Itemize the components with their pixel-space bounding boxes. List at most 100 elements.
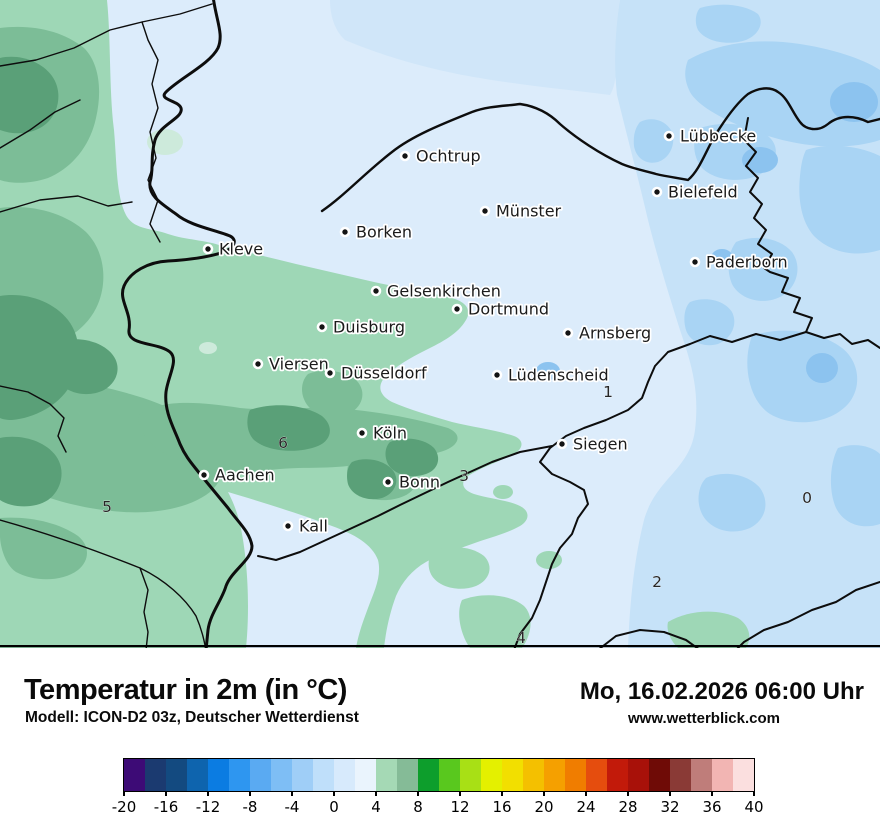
colorbar-tick-label: 24 <box>576 798 596 816</box>
colorbar-tick-label: 4 <box>371 798 381 816</box>
city-dot <box>382 476 394 488</box>
city-marker: Borken <box>339 221 414 243</box>
colorbar-tick <box>417 791 419 796</box>
colorbar-segment <box>271 759 292 791</box>
city-dot <box>663 130 675 142</box>
colorbar-tick <box>627 791 629 796</box>
colorbar-segment <box>313 759 334 791</box>
city-label: Duisburg <box>333 318 405 337</box>
colorbar-segment <box>376 759 397 791</box>
colorbar-tick-label: -8 <box>242 798 258 816</box>
colorbar-segment <box>670 759 691 791</box>
colorbar-tick <box>333 791 335 796</box>
cities-layer: Ochtrup Lübbecke Münster Bielefeld Borken Kle… <box>198 125 789 537</box>
map-bottom-border <box>0 645 880 648</box>
colorbar-segment <box>691 759 712 791</box>
city-label: Dortmund <box>468 300 549 319</box>
city-dot <box>316 321 328 333</box>
colorbar-tick-label: 28 <box>618 798 638 816</box>
city-marker: Aachen <box>198 464 276 486</box>
temperature-map: 1 6 3 5 0 2 4 Ochtrup Lübbecke Münster Bielefeld B… <box>0 0 880 648</box>
city-label: Viersen <box>269 355 329 374</box>
city-dot <box>479 205 491 217</box>
city-label: Borken <box>356 223 412 242</box>
colorbar-segment <box>544 759 565 791</box>
temperature-value-label: 4 <box>516 629 526 647</box>
colorbar-tick-label: 20 <box>534 798 554 816</box>
colorbar-segment <box>481 759 502 791</box>
city-dot <box>651 186 663 198</box>
colorbar-tick <box>375 791 377 796</box>
city-label: Lüdenscheid <box>508 366 609 385</box>
city-label: Paderborn <box>706 253 788 272</box>
city-dot <box>451 303 463 315</box>
city-marker: Viersen <box>252 353 330 375</box>
colorbar-segment <box>733 759 754 791</box>
city-dot <box>399 150 411 162</box>
colorbar-segment <box>187 759 208 791</box>
values-layer: 1 6 3 5 0 2 4 <box>102 383 812 648</box>
city-dot <box>562 327 574 339</box>
city-dot <box>282 520 294 532</box>
colorbar-tick-label: 36 <box>702 798 722 816</box>
city-label: Köln <box>373 424 407 443</box>
city-dot <box>370 285 382 297</box>
colorbar-tick-label: -4 <box>284 798 300 816</box>
city-marker: Dortmund <box>451 298 551 320</box>
colorbar-tick <box>207 791 209 796</box>
border-south-center <box>598 629 699 648</box>
colorbar-segment <box>628 759 649 791</box>
city-label: Bielefeld <box>668 183 738 202</box>
colorbar-tick-label: 0 <box>329 798 339 816</box>
colorbar-tick <box>501 791 503 796</box>
city-marker: Duisburg <box>316 316 407 338</box>
datetime-label: Mo, 16.02.2026 06:00 Uhr <box>579 678 864 705</box>
city-label: Siegen <box>573 435 628 454</box>
map-svg: 1 6 3 5 0 2 4 Ochtrup Lübbecke Münster Bielefeld B… <box>0 0 880 648</box>
colorbar-tick-label: 12 <box>450 798 470 816</box>
city-dot <box>556 438 568 450</box>
colorbar-segment <box>166 759 187 791</box>
map-region-light-blue-north <box>330 0 620 95</box>
city-marker: Kall <box>282 515 330 537</box>
colorbar-segment <box>607 759 628 791</box>
colorbar-segment <box>502 759 523 791</box>
city-dot <box>689 256 701 268</box>
city-dot <box>491 369 503 381</box>
colorbar-segment <box>250 759 271 791</box>
colorbar-tick-label: -20 <box>111 798 137 816</box>
city-marker: Münster <box>479 200 563 222</box>
city-label: Bonn <box>399 473 440 492</box>
colorbar-segment <box>208 759 229 791</box>
city-label: Arnsberg <box>579 324 651 343</box>
city-label: Ochtrup <box>416 147 481 166</box>
colorbar-ticks: -20 -16 -12 -8 -4 0 4 8 12 16 20 24 28 32 36 40 <box>112 791 764 830</box>
map-patches-deep-blue <box>536 82 878 383</box>
city-marker: Paderborn <box>689 251 789 273</box>
colorbar-tick <box>711 791 713 796</box>
colorbar-segment <box>565 759 586 791</box>
city-dot <box>339 226 351 238</box>
border-nrw-east <box>743 117 880 349</box>
colorbar-segment <box>418 759 439 791</box>
map-patches-mid-blue <box>633 4 880 532</box>
colorbar-tick <box>753 791 755 796</box>
temperature-value-label: 3 <box>459 467 469 485</box>
footer-panel: Temperatur in 2m (in °C) Modell: ICON-D2… <box>0 648 880 830</box>
colorbar-tick-label: 8 <box>413 798 423 816</box>
colorbar-tick <box>459 791 461 796</box>
colorbar-tick-label: 40 <box>744 798 764 816</box>
colorbar-tick <box>543 791 545 796</box>
colorbar-tick <box>249 791 251 796</box>
colorbar-segment <box>229 759 250 791</box>
city-label: Lübbecke <box>680 127 756 146</box>
city-marker: Bielefeld <box>651 181 739 203</box>
border-netherlands-belgium <box>121 0 254 648</box>
city-marker: Lübbecke <box>663 125 758 147</box>
city-marker: Gelsenkirchen <box>370 280 503 302</box>
colorbar-tick-label: -16 <box>153 798 179 816</box>
colorbar-segment <box>460 759 481 791</box>
city-dot <box>198 469 210 481</box>
colorbar-segment <box>523 759 544 791</box>
